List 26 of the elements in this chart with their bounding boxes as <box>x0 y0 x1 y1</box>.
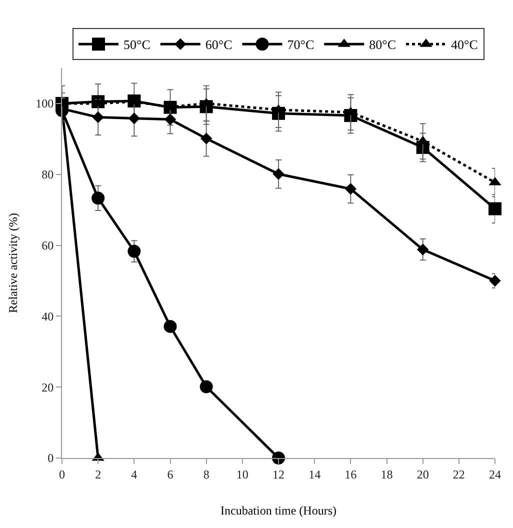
x-axis-title: Incubation time (Hours) <box>220 503 336 518</box>
y-tick-label: 0 <box>48 451 54 466</box>
y-tick-label: 100 <box>36 96 54 111</box>
legend-label: 50°C <box>124 37 150 52</box>
x-tick-label: 24 <box>489 467 501 482</box>
y-tick-label: 40 <box>42 309 54 324</box>
legend-label: 60°C <box>205 37 232 52</box>
y-axis-title: Relative activity (%) <box>6 213 20 313</box>
x-tick-label: 20 <box>416 467 429 482</box>
legend-label: 80°C <box>369 37 396 52</box>
x-tick-label: 12 <box>272 467 284 482</box>
x-tick-label: 18 <box>380 467 393 482</box>
x-tick-label: 22 <box>452 467 465 482</box>
x-tick-label: 0 <box>59 467 65 482</box>
x-tick-label: 14 <box>308 467 321 482</box>
y-tick-label: 20 <box>42 380 54 394</box>
x-tick-label: 8 <box>203 467 210 482</box>
x-tick-label: 10 <box>236 467 248 482</box>
x-tick-label: 4 <box>131 467 138 482</box>
x-tick-label: 2 <box>95 467 102 482</box>
y-tick-label: 60 <box>42 238 54 252</box>
legend-label: 70°C <box>287 37 314 52</box>
legend-label: 40°C <box>451 37 478 52</box>
y-tick-label: 80 <box>42 168 54 182</box>
x-tick-label: 6 <box>167 467 174 482</box>
x-tick-label: 16 <box>344 467 357 482</box>
